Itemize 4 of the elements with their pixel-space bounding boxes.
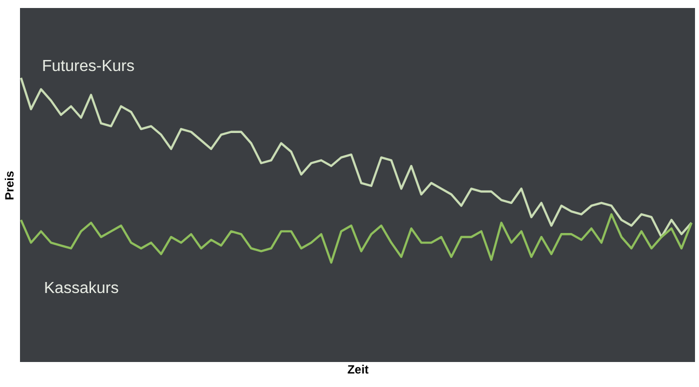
x-axis-title: Zeit <box>347 362 369 376</box>
text: Kassakurs <box>44 280 119 297</box>
series-label: Futures-Kurs <box>42 58 134 75</box>
y-axis-title: Preis <box>2 170 16 200</box>
